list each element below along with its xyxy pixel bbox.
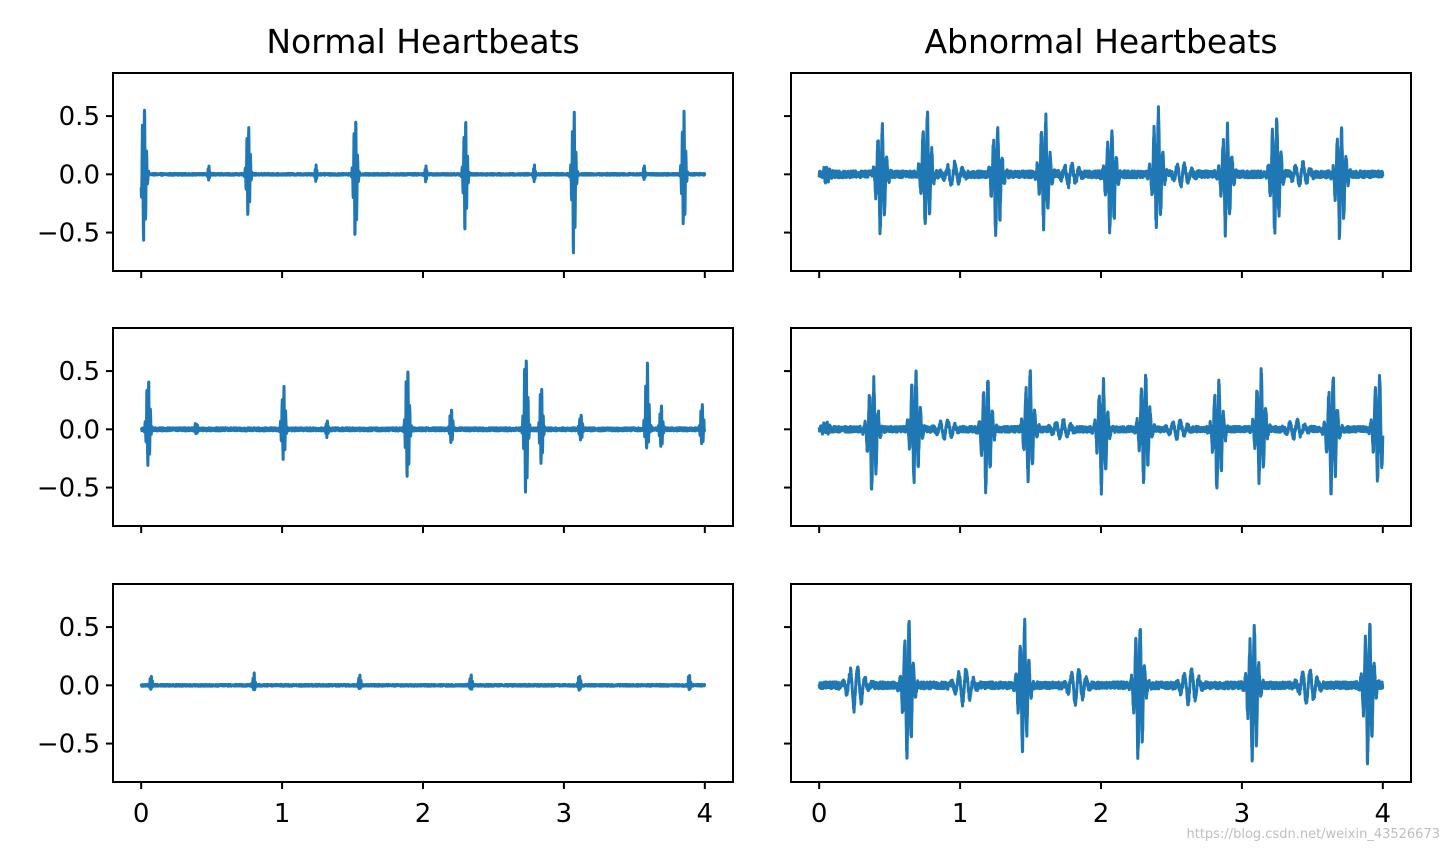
y-tick-label: −0.5 — [37, 730, 100, 760]
x-tick-label: 1 — [274, 799, 291, 829]
x-tick-label: 2 — [415, 799, 432, 829]
axes-frame — [112, 72, 734, 272]
subplot-r0-c1 — [784, 72, 1412, 278]
subplot-grid: −0.5 0.0 0.5 −0.5 0.0 0.5 −0.5 0.0 0.5 0 1 2 3 4 0 1 2 3 4 — [37, 72, 1412, 829]
y-tick-label: 0.0 — [59, 160, 100, 190]
y-tick-label: 0.0 — [59, 415, 100, 445]
x-tick-label: 0 — [811, 799, 828, 829]
x-tick-label: 3 — [556, 799, 573, 829]
waveform-line — [817, 105, 1385, 241]
y-tick-label: −0.5 — [37, 474, 100, 504]
waveform-line — [139, 359, 707, 494]
column-title-abnormal: Abnormal Heartbeats — [924, 22, 1277, 61]
waveform-line — [139, 108, 707, 255]
x-tick-label: 4 — [1375, 799, 1392, 829]
subplot-r1-c0: −0.5 0.0 0.5 — [37, 327, 734, 533]
y-tick-label: 0.5 — [59, 102, 100, 132]
subplot-r0-c0: −0.5 0.0 0.5 — [37, 72, 734, 278]
y-tick-label: 0.5 — [59, 613, 100, 643]
x-tick-label: 1 — [952, 799, 969, 829]
watermark-text: https://blog.csdn.net/weixin_43526673 — [1186, 827, 1440, 842]
y-tick-label: 0.0 — [59, 671, 100, 701]
column-title-normal: Normal Heartbeats — [266, 22, 579, 61]
x-tick-label: 0 — [133, 799, 150, 829]
x-tick-label: 4 — [697, 799, 714, 829]
axes-frame — [112, 583, 734, 783]
x-tick-label: 2 — [1093, 799, 1110, 829]
y-tick-label: −0.5 — [37, 219, 100, 249]
y-tick-label: 0.5 — [59, 357, 100, 387]
waveform-line — [817, 617, 1385, 766]
x-tick-label: 3 — [1234, 799, 1251, 829]
subplot-r2-c1: 0 1 2 3 4 — [784, 583, 1412, 829]
waveform-line — [817, 367, 1385, 496]
subplot-r2-c0: −0.5 0.0 0.5 0 1 2 3 4 — [37, 583, 734, 829]
subplot-r1-c1 — [784, 327, 1412, 533]
waveform-line — [139, 671, 707, 692]
